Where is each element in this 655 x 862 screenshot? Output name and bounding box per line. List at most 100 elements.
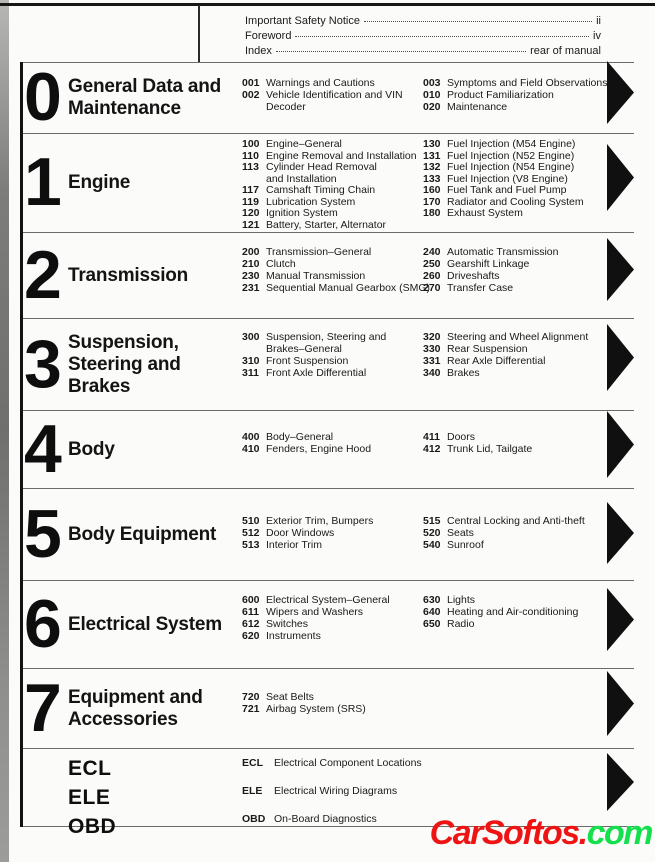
entry-text: Battery, Starter, Alternator — [266, 218, 387, 231]
entry-code: 330 — [423, 343, 441, 355]
toc-entry: 510 Exterior Trim, Bumpers — [242, 515, 423, 527]
dot-leader — [275, 51, 527, 52]
toc-entry: 121 Battery, Starter, Alternator — [242, 218, 423, 232]
entry-text: Heating and Air-conditioning — [447, 606, 579, 618]
toc-entry: 131 Fuel Injection (N52 Engine) — [423, 150, 607, 163]
codes-left-column: 720 Seat Belts 721 Airbag System (SRS) — [242, 669, 423, 748]
entry-text: Camshaft Timing Chain — [266, 184, 376, 196]
entry-text: Manual Transmission — [266, 270, 366, 282]
top-rule — [0, 3, 655, 6]
entry-code: 100 — [242, 138, 260, 150]
entry-text: Gearshift Linkage — [447, 258, 530, 270]
entry-code: OBD — [242, 813, 266, 825]
codes-right-column: 240 Automatic Transmission 250 Gearshift L… — [423, 233, 607, 318]
toc-entry: ECL Electrical Component Locations — [242, 757, 423, 769]
entry-text: Lubrication System — [266, 195, 356, 208]
section-label: ECL — [68, 757, 112, 780]
toc-entry: 340 Brakes — [423, 367, 607, 379]
toc-entry: 133 Fuel Injection (V8 Engine) — [423, 172, 607, 186]
toc-entry: 113 Cylinder Head Removal and Installatio… — [242, 161, 423, 185]
toc-entry: 630 Lights — [423, 594, 607, 606]
entry-text: Rear Axle Differential — [447, 355, 546, 367]
section-tab-arrow-icon — [607, 753, 634, 811]
entry-code: 002 — [242, 89, 260, 101]
front-matter-left-rule — [198, 5, 200, 63]
toc-entry: 650 Radio — [423, 618, 607, 630]
entry-code: 260 — [423, 270, 441, 282]
toc-entry: 540 Sunroof — [423, 539, 607, 551]
toc-entry: 180 Exhaust System — [423, 207, 607, 220]
entry-code: 411 — [423, 431, 440, 443]
fm-page-ref: rear of manual — [530, 45, 601, 57]
entry-text: Suspension, Steering and Brakes–General — [266, 331, 387, 355]
codes-left-column: 200 Transmission–General 210 Clutch 230 Man… — [242, 233, 430, 318]
toc-entry: 130 Fuel Injection (M54 Engine) — [423, 138, 607, 151]
entry-text: Fuel Injection (M54 Engine) — [447, 138, 576, 150]
codes-right-column: 411 Doors 412 Trunk Lid, Tailgate — [423, 411, 607, 488]
toc-entry: 640 Heating and Air-conditioning — [423, 606, 607, 618]
entry-code: 231 — [242, 282, 260, 294]
entry-text: Electrical Component Locations — [274, 757, 422, 769]
entry-code: 540 — [423, 539, 441, 551]
entry-code: 010 — [423, 89, 441, 101]
entry-text: Exhaust System — [447, 207, 523, 219]
front-matter-row: Foreword iv — [245, 30, 601, 43]
toc-entry: 620 Instruments — [242, 630, 423, 642]
entry-code: 210 — [242, 258, 260, 270]
entry-text: Seats — [447, 527, 474, 539]
entry-code: 020 — [423, 101, 441, 113]
front-matter-row: Index rear of manual — [245, 45, 601, 58]
entry-text: Airbag System (SRS) — [266, 703, 366, 715]
entry-code: 513 — [242, 539, 260, 551]
toc-entry: 001 Warnings and Cautions — [242, 77, 423, 89]
fm-page-ref: iv — [593, 30, 601, 42]
entry-code: 612 — [242, 618, 260, 630]
toc-entry: 331 Rear Axle Differential — [423, 355, 607, 367]
entry-text: Brakes — [447, 367, 480, 379]
toc-entry: 270 Transfer Case — [423, 282, 607, 294]
entry-code: 320 — [423, 331, 441, 343]
toc-entry: 020 Maintenance — [423, 101, 607, 113]
entry-text: Seat Belts — [266, 691, 314, 703]
entry-code: 119 — [242, 195, 259, 208]
entry-code: 180 — [423, 207, 441, 219]
section-title: General Data and Maintenance — [68, 76, 222, 119]
toc-entry: 412 Trunk Lid, Tailgate — [423, 443, 607, 455]
toc-entry: 120 Ignition System — [242, 207, 423, 220]
toc-entry: 250 Gearshift Linkage — [423, 258, 607, 270]
entry-text: Engine–General — [266, 138, 342, 150]
entry-text: Rear Suspension — [447, 343, 528, 355]
codes-right-column — [423, 669, 607, 748]
fm-label: Index — [245, 45, 272, 57]
entry-code: ELE — [242, 785, 263, 797]
entry-text: Ignition System — [266, 207, 338, 219]
entry-text: Doors — [447, 431, 476, 443]
fm-page-ref: ii — [596, 15, 601, 27]
entry-text: Steering and Wheel Alignment — [447, 331, 589, 343]
toc-entry: 513 Interior Trim — [242, 539, 423, 551]
toc-entry: 512 Door Windows — [242, 527, 423, 539]
front-matter: Important Safety Notice ii Foreword iv I… — [245, 15, 601, 60]
entry-code: 300 — [242, 331, 260, 343]
toc-entry: 410 Fenders, Engine Hood — [242, 443, 423, 455]
section-tab-arrow-icon — [607, 144, 634, 211]
fm-label: Important Safety Notice — [245, 15, 360, 27]
entry-text: Sunroof — [447, 539, 484, 551]
entry-code: 270 — [423, 282, 441, 294]
section-number: 5 — [24, 495, 62, 572]
section-label: OBD — [68, 815, 117, 838]
entry-text: Electrical System–General — [266, 594, 390, 606]
entry-text: Transmission–General — [266, 246, 372, 258]
entry-code: 250 — [423, 258, 441, 270]
entry-code: 121 — [242, 218, 260, 231]
entry-text: Central Locking and Anti-theft — [447, 515, 585, 527]
codes-right-column: 130 Fuel Injection (M54 Engine) 131 Fuel I… — [423, 134, 607, 232]
toc-sections: 0 General Data and Maintenance 001 Warnin… — [20, 61, 634, 838]
entry-code: 611 — [242, 606, 259, 618]
entry-text: Engine Removal and Installation — [266, 149, 417, 162]
codes-right-column: 003 Symptoms and Field Observations 010 Pr… — [423, 63, 607, 133]
toc-entry: 132 Fuel Injection (N54 Engine) — [423, 161, 607, 174]
toc-entry: 002 Vehicle Identification and VIN Decode… — [242, 89, 423, 113]
entry-text: Fuel Injection (V8 Engine) — [447, 172, 568, 185]
